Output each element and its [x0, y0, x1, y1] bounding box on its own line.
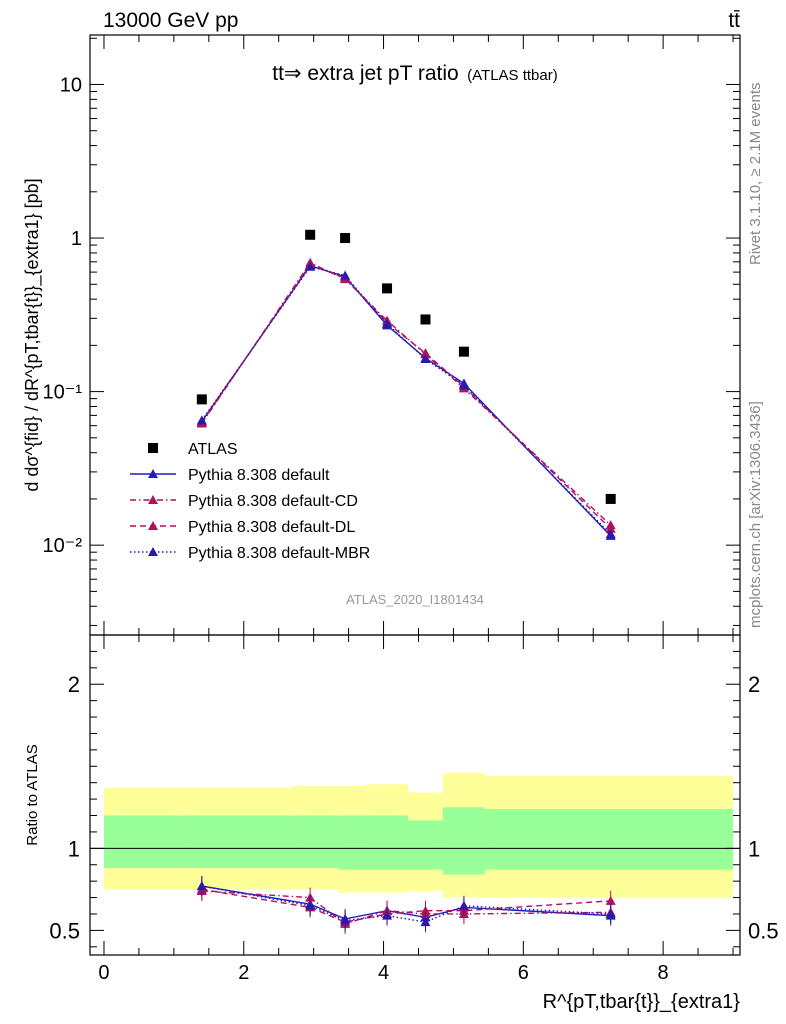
series-marker-mbr [305, 261, 316, 271]
legend-label-dl: Pythia 8.308 default-DL [188, 519, 355, 536]
data-point-atlas [458, 346, 469, 357]
series-marker-mbr [340, 270, 351, 280]
series-layer [196, 229, 616, 934]
x-tick-label: 6 [518, 962, 529, 984]
inner-band-segment [484, 808, 734, 870]
ratio-marker-mbr [605, 908, 616, 918]
ratio-y-axis-label: Ratio to ATLAS [24, 744, 41, 845]
x-tick-label: 2 [238, 962, 249, 984]
inner-band-segment [366, 815, 409, 870]
ratio-panel-frame [89, 634, 741, 956]
inner-band-segment [292, 815, 339, 869]
ratio-marker-mbr [382, 910, 393, 920]
data-point-atlas [305, 229, 316, 240]
uncertainty-bands [90, 772, 740, 898]
series-marker-mbr [196, 415, 207, 425]
x-tick-label: 8 [658, 962, 669, 984]
legend-marker-atlas [148, 443, 158, 453]
ratio-marker-dl [420, 905, 431, 915]
data-point-atlas [340, 233, 351, 244]
energy-label: 13000 GeV pp [103, 9, 238, 32]
ratio-y-tick-label: 0.5 [49, 918, 80, 943]
ratio-y-tick-label: 1 [68, 836, 80, 861]
x-tick-label: 0 [98, 962, 109, 984]
ratio-y-tick-label-right: 0.5 [748, 918, 779, 943]
ratio-marker-mbr [340, 915, 351, 925]
main-y-tick-label: 10 [60, 74, 82, 96]
ratio-y-tick-label-right: 1 [748, 836, 760, 861]
main-y-tick-label: 1 [71, 228, 82, 250]
ratio-marker-mbr [420, 917, 431, 927]
chart-title: tt⇒ extra jet pT ratio (ATLAS ttbar) [272, 62, 558, 85]
inner-band-segment [103, 815, 181, 869]
ratio-marker-mbr [196, 881, 207, 891]
data-point-atlas [605, 493, 616, 504]
series-marker-mbr [605, 529, 616, 539]
series-line-dl [201, 263, 612, 530]
inner-band-segment [180, 815, 293, 869]
ratio-y-tick-label-right: 2 [748, 672, 760, 697]
ratio-marker-mbr [458, 900, 469, 910]
series-marker-dl [420, 348, 431, 358]
main-y-tick-label: 10⁻¹ [43, 382, 83, 404]
inner-band-segment [442, 807, 485, 875]
legend-label-cd: Pythia 8.308 default-CD [188, 493, 358, 510]
legend-label-atlas: ATLAS [188, 441, 238, 458]
data-point-atlas [196, 394, 207, 405]
series-marker-dl [605, 523, 616, 533]
legend-label-mbr: Pythia 8.308 default-MBR [188, 545, 370, 562]
series-marker-mbr [458, 380, 469, 390]
inner-band-segment [338, 815, 367, 870]
inner-band-segment [408, 820, 443, 870]
data-point-atlas [382, 283, 393, 294]
axis-ticks: 10 1 10⁻¹ 10⁻² 0 2 4 6 8 0.5 0.5 1 1 2 2 [43, 35, 779, 984]
mcplots-label: mcplots.cern.ch [arXiv:1306.3436] [747, 401, 764, 628]
ratio-y-tick-label: 2 [68, 672, 80, 697]
ratio-marker-dl [605, 895, 616, 905]
x-axis-label: R^{pT,tbar{t}}_{extra1} [543, 991, 741, 1013]
legend-marker-mbr [148, 547, 158, 556]
main-y-tick-label: 10⁻² [43, 535, 83, 557]
x-tick-label: 4 [378, 962, 389, 984]
rivet-label: Rivet 3.1.10, ≥ 2.1M events [747, 83, 764, 266]
legend-marker-cd [148, 495, 158, 504]
series-line-cd [201, 261, 612, 526]
legend: ATLAS Pythia 8.308 default Pythia 8.308 de… [130, 441, 370, 562]
analysis-watermark: ATLAS_2020_I1801434 [346, 592, 484, 607]
series-marker-mbr [420, 354, 431, 364]
legend-marker-default [148, 469, 158, 478]
main-y-axis-label: d dσ^{fid} / dR^{pT,tbar{t}}_{extra1} [p… [22, 178, 43, 491]
legend-label-default: Pythia 8.308 default [188, 467, 330, 484]
ratio-marker-mbr [305, 900, 316, 910]
series-marker-mbr [382, 319, 393, 329]
legend-marker-dl [148, 521, 158, 530]
data-point-atlas [420, 314, 431, 325]
process-label: tt̄ [728, 9, 740, 32]
